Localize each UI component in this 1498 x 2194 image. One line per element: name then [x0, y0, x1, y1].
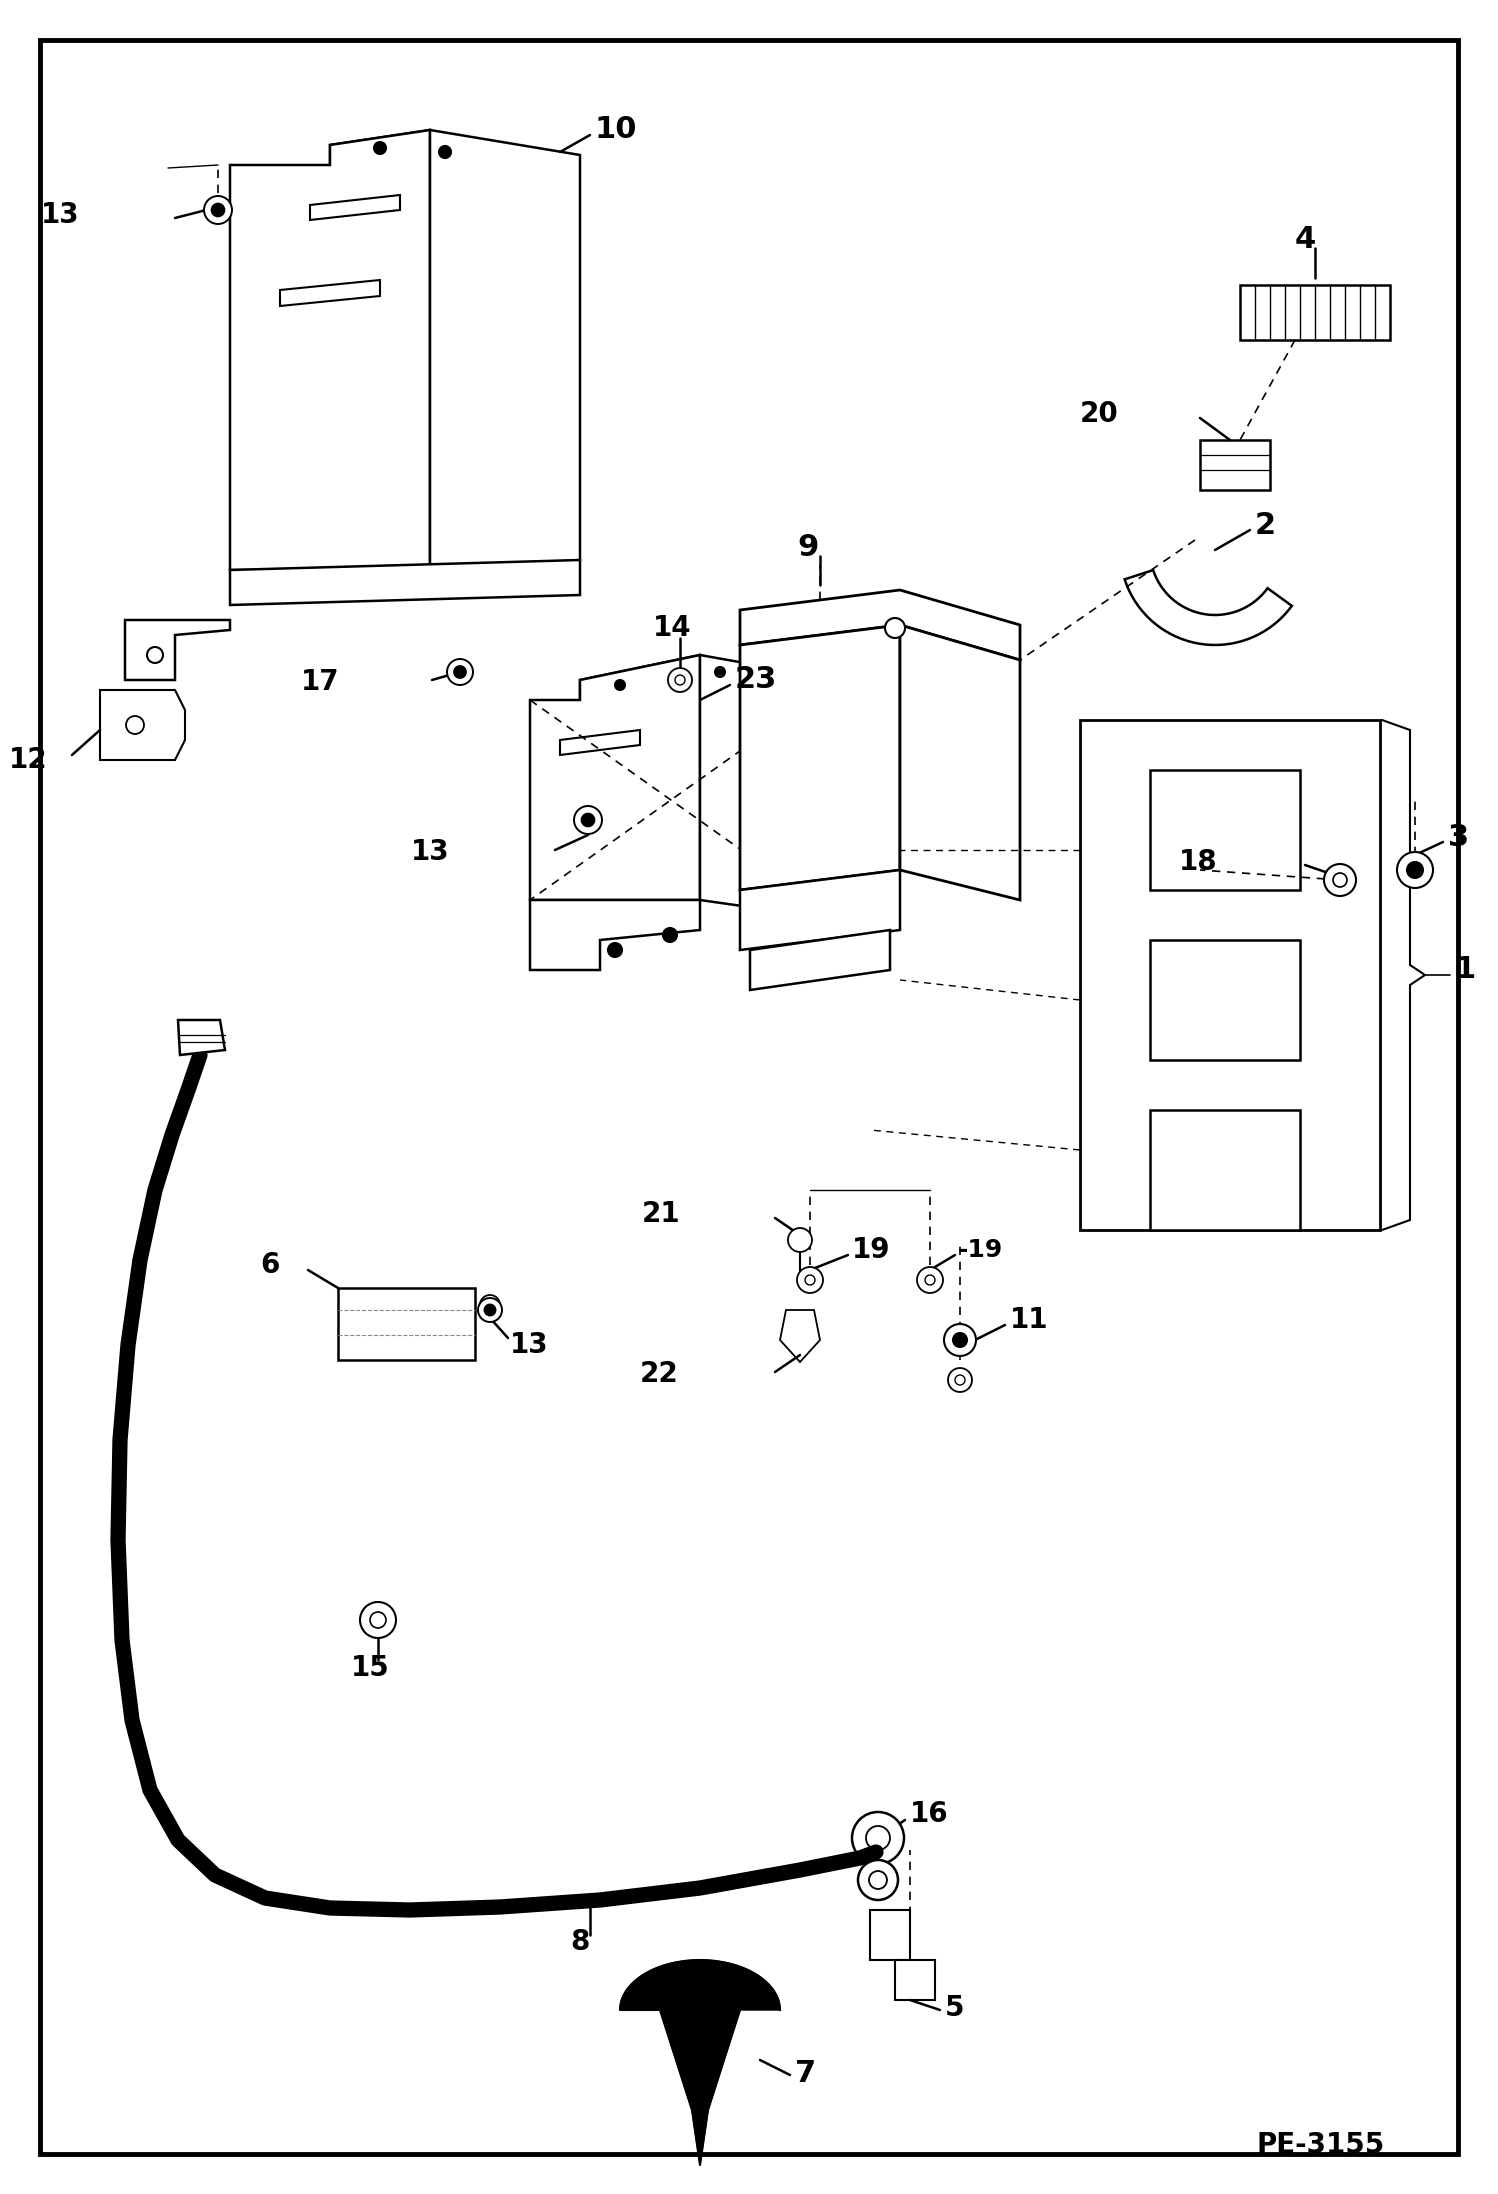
Circle shape	[370, 1613, 386, 1628]
Text: 13: 13	[42, 202, 79, 228]
Circle shape	[1398, 851, 1434, 889]
Circle shape	[797, 1266, 822, 1292]
Circle shape	[360, 1602, 395, 1639]
Text: 9: 9	[797, 533, 819, 562]
Polygon shape	[580, 656, 740, 700]
Polygon shape	[530, 900, 700, 970]
Text: 20: 20	[1079, 399, 1118, 428]
Polygon shape	[530, 656, 700, 900]
Circle shape	[885, 619, 905, 638]
Text: 14: 14	[653, 614, 691, 643]
Polygon shape	[620, 1959, 780, 2165]
Polygon shape	[1080, 720, 1380, 1231]
Circle shape	[948, 1369, 972, 1391]
Text: 8: 8	[571, 1929, 590, 1957]
Text: 10: 10	[595, 116, 638, 145]
Text: 5: 5	[945, 1994, 965, 2023]
Circle shape	[1333, 873, 1347, 886]
Circle shape	[953, 1334, 968, 1347]
Text: 4: 4	[1294, 226, 1315, 255]
Circle shape	[956, 1376, 965, 1384]
Circle shape	[439, 147, 451, 158]
Circle shape	[804, 1275, 815, 1286]
Circle shape	[858, 1861, 897, 1900]
Text: 12: 12	[9, 746, 48, 774]
Polygon shape	[339, 1288, 475, 1360]
Polygon shape	[740, 590, 1020, 660]
Polygon shape	[700, 656, 840, 919]
Circle shape	[788, 1229, 812, 1253]
Text: -19: -19	[959, 1237, 1004, 1262]
Circle shape	[668, 667, 692, 691]
Circle shape	[608, 943, 622, 957]
Circle shape	[676, 676, 685, 685]
Polygon shape	[740, 871, 900, 950]
Polygon shape	[430, 129, 580, 570]
Circle shape	[715, 667, 725, 678]
Circle shape	[852, 1812, 903, 1865]
Circle shape	[944, 1323, 977, 1356]
Polygon shape	[870, 1911, 909, 1959]
Text: 18: 18	[1179, 849, 1218, 875]
Text: 7: 7	[795, 2058, 816, 2086]
Circle shape	[866, 1825, 890, 1850]
Polygon shape	[124, 621, 231, 680]
Text: 2: 2	[1255, 511, 1276, 540]
Polygon shape	[178, 1020, 225, 1055]
Circle shape	[924, 1275, 935, 1286]
Circle shape	[204, 195, 232, 224]
Circle shape	[374, 143, 386, 154]
Polygon shape	[1150, 770, 1300, 891]
Circle shape	[574, 805, 602, 834]
Circle shape	[147, 647, 163, 663]
Polygon shape	[900, 625, 1020, 900]
Polygon shape	[894, 1959, 935, 2001]
Circle shape	[664, 928, 677, 941]
Text: 23: 23	[736, 665, 777, 695]
Polygon shape	[560, 731, 640, 755]
Polygon shape	[280, 281, 380, 305]
Circle shape	[1324, 864, 1356, 895]
Polygon shape	[231, 129, 430, 570]
Text: 13: 13	[509, 1332, 548, 1358]
Polygon shape	[1240, 285, 1390, 340]
Circle shape	[478, 1299, 502, 1323]
Text: 17: 17	[301, 667, 340, 695]
Polygon shape	[310, 195, 400, 219]
Polygon shape	[1150, 939, 1300, 1060]
Circle shape	[454, 667, 466, 678]
Circle shape	[616, 680, 625, 689]
Circle shape	[126, 715, 144, 735]
Text: 6: 6	[261, 1251, 280, 1279]
Circle shape	[211, 204, 225, 217]
Text: 21: 21	[641, 1200, 680, 1229]
Text: PE-3155: PE-3155	[1257, 2130, 1386, 2159]
Circle shape	[581, 814, 595, 827]
Polygon shape	[330, 129, 460, 165]
Polygon shape	[750, 930, 890, 989]
Polygon shape	[1150, 1110, 1300, 1231]
Circle shape	[446, 658, 473, 685]
Polygon shape	[100, 689, 184, 759]
Circle shape	[479, 1294, 500, 1314]
Polygon shape	[1200, 441, 1270, 489]
Text: 13: 13	[412, 838, 449, 867]
Circle shape	[869, 1871, 887, 1889]
Text: 22: 22	[640, 1360, 679, 1389]
Polygon shape	[231, 559, 580, 606]
Circle shape	[1407, 862, 1423, 878]
Polygon shape	[780, 1310, 819, 1362]
Text: 11: 11	[1010, 1305, 1049, 1334]
Text: 19: 19	[852, 1235, 890, 1264]
Text: 16: 16	[909, 1799, 948, 1828]
Text: 15: 15	[351, 1654, 389, 1683]
Polygon shape	[1125, 570, 1291, 645]
Circle shape	[484, 1305, 496, 1316]
Text: 1: 1	[1455, 957, 1476, 985]
Text: 3: 3	[1449, 823, 1470, 853]
Polygon shape	[740, 625, 900, 891]
Circle shape	[917, 1266, 944, 1292]
